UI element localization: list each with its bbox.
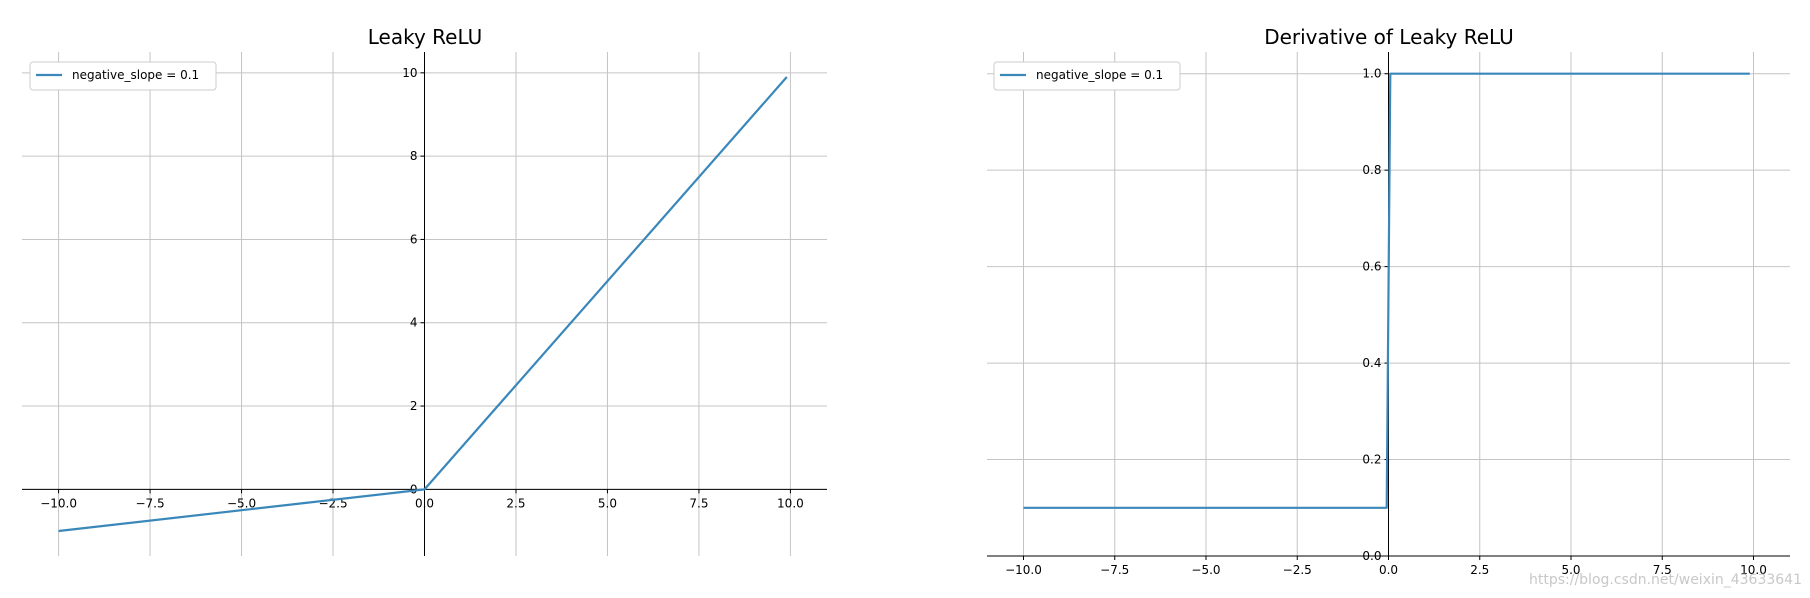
x-tick-label: 2.5 xyxy=(1470,563,1489,577)
chart-title: Leaky ReLU xyxy=(368,25,483,49)
leaky-relu-chart: Leaky ReLU −10.0 −7.5 −5.0 −2.5 0.0 2.5 5.0 7.5… xyxy=(22,25,827,556)
y-tick-label: 6 xyxy=(410,232,418,246)
legend: negative_slope = 0.1 xyxy=(993,61,1181,91)
x-tick-label: 2.5 xyxy=(506,496,525,510)
legend-box xyxy=(29,61,217,91)
x-tick-label: −7.5 xyxy=(135,496,164,510)
tick-labels: −10.0 −7.5 −5.0 −2.5 0.0 2.5 5.0 7.5 10.0 0.0 0.2 0… xyxy=(1005,67,1767,577)
y-tick-label: 4 xyxy=(410,316,418,330)
series xyxy=(1023,72,1750,509)
y-tick-label: 0.6 xyxy=(1362,260,1381,274)
x-tick-label: 7.5 xyxy=(1653,563,1672,577)
series-line xyxy=(1023,72,1750,509)
y-tick-label: 1.0 xyxy=(1362,67,1381,81)
legend-box xyxy=(993,61,1181,91)
y-tick-label: 2 xyxy=(410,399,418,413)
y-tick-label: 0.0 xyxy=(1362,549,1381,563)
x-tick-label: −10.0 xyxy=(1005,563,1042,577)
x-tick-label: −5.0 xyxy=(1191,563,1220,577)
series-line xyxy=(58,76,788,533)
x-tick-label: −7.5 xyxy=(1100,563,1129,577)
legend-label: negative_slope = 0.1 xyxy=(1036,68,1163,82)
watermark: https://blog.csdn.net/weixin_43633641 xyxy=(1529,572,1802,588)
x-tick-label: −10.0 xyxy=(40,496,77,510)
x-tick-label: −2.5 xyxy=(1283,563,1312,577)
derivative-chart: Derivative of Leaky ReLU −10.0 −7.5 −5.0 −2… xyxy=(987,25,1790,577)
x-tick-label: 0.0 xyxy=(1379,563,1398,577)
legend: negative_slope = 0.1 xyxy=(29,61,217,91)
legend-label: negative_slope = 0.1 xyxy=(72,68,199,82)
y-tick-label: 0 xyxy=(410,482,418,496)
y-tick-label: 0.4 xyxy=(1362,356,1381,370)
x-tick-label: 5.0 xyxy=(1561,563,1580,577)
x-tick-label: 0.0 xyxy=(415,496,434,510)
x-tick-label: 7.5 xyxy=(689,496,708,510)
y-tick-label: 0.2 xyxy=(1362,453,1381,467)
y-tick-label: 0.8 xyxy=(1362,163,1381,177)
x-tick-label: −5.0 xyxy=(227,496,256,510)
x-tick-label: 10.0 xyxy=(777,496,804,510)
chart-title: Derivative of Leaky ReLU xyxy=(1264,25,1514,49)
y-tick-label: 10 xyxy=(402,66,417,80)
x-tick-label: 5.0 xyxy=(598,496,617,510)
series xyxy=(58,76,788,533)
axes xyxy=(22,52,827,556)
y-tick-label: 8 xyxy=(410,149,418,163)
x-tick-label: 10.0 xyxy=(1740,563,1767,577)
